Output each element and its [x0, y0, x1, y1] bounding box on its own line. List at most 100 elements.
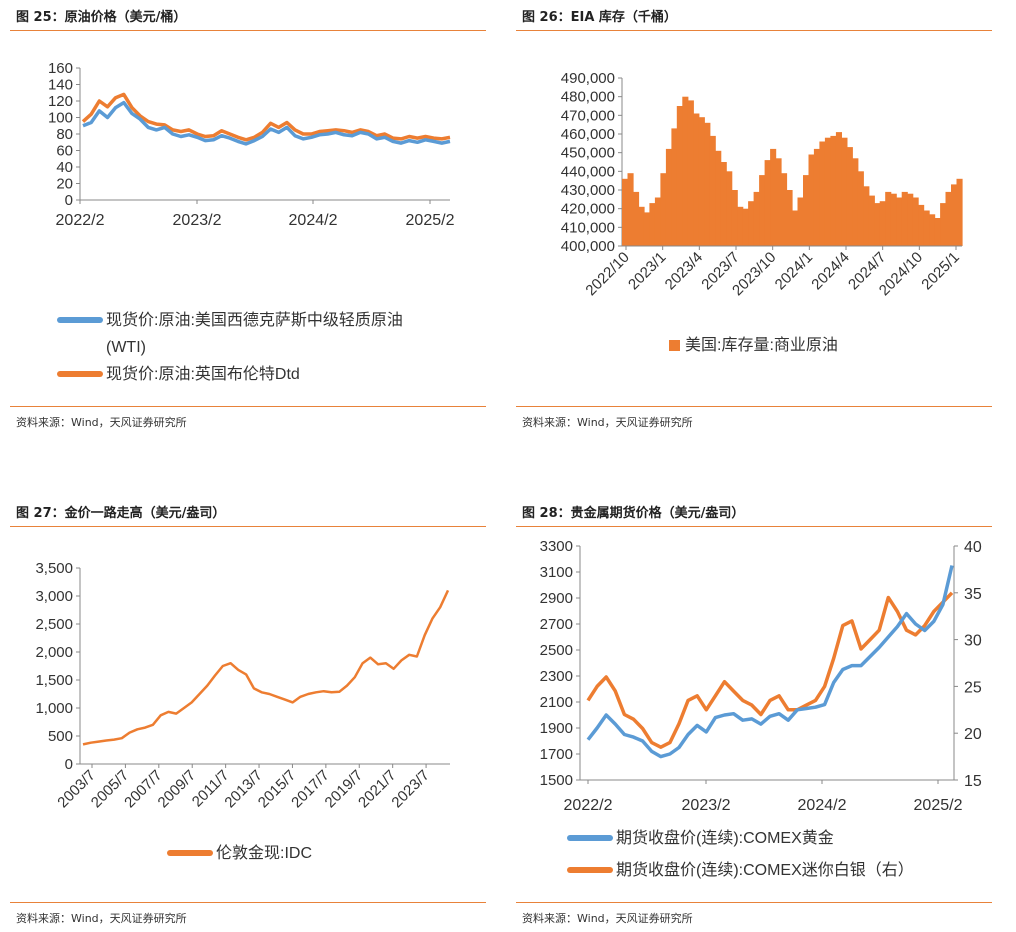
y-left-tick-label: 3300 — [540, 538, 573, 555]
stock-bar — [879, 201, 886, 246]
y-right-tick-label: 30 — [964, 633, 982, 650]
source-rule — [10, 902, 486, 903]
y-left-tick-label: 1700 — [540, 746, 573, 763]
stock-bar — [737, 206, 744, 246]
x-tick-label: 2022/2 — [564, 797, 613, 814]
y-tick-label: 3,000 — [35, 588, 73, 605]
stock-bar — [803, 175, 810, 246]
stock-bar — [890, 193, 897, 246]
y-right-tick-label: 35 — [964, 586, 982, 603]
stock-bar — [775, 158, 782, 246]
chart-title: 图 26：EIA 库存（千桶） — [522, 10, 677, 25]
x-tick-label: 2023/7 — [388, 767, 432, 811]
stock-bar — [709, 135, 716, 246]
x-tick-label: 2025/1 — [918, 249, 962, 293]
stock-bar — [792, 210, 799, 246]
source-note: 资料来源：Wind，天风证券研究所 — [522, 912, 693, 925]
source-note: 资料来源：Wind，天风证券研究所 — [16, 912, 187, 925]
stock-bar — [808, 154, 815, 246]
legend-label: 期货收盘价(连续):COMEX黄金 — [616, 828, 834, 847]
source-rule — [516, 406, 992, 407]
chart-gold-price: 05001,0001,5002,0002,5003,0003,5002003/7… — [35, 560, 450, 862]
x-tick-label: 2024/2 — [798, 797, 847, 814]
legend-label: 期货收盘价(连续):COMEX迷你白银（右） — [616, 860, 914, 879]
x-tick-label: 2023/1 — [625, 249, 669, 293]
y-left-tick-label: 2300 — [540, 668, 573, 685]
y-tick-label: 140 — [48, 77, 73, 94]
title-rule — [516, 526, 992, 527]
stock-bar — [912, 197, 919, 246]
y-tick-label: 40 — [56, 159, 73, 176]
source-rule — [516, 902, 992, 903]
chart-title: 图 28：贵金属期货价格（美元/盎司） — [522, 506, 745, 521]
stock-bar — [622, 178, 629, 246]
x-tick-label: 2025/2 — [914, 797, 963, 814]
series-line — [81, 92, 451, 142]
chart-title: 图 27：金价一路走高（美元/盎司） — [16, 506, 226, 521]
stock-bar — [786, 190, 793, 246]
title-rule — [516, 30, 992, 31]
y-tick-label: 2,500 — [35, 616, 73, 633]
stock-bar — [764, 160, 771, 246]
y-tick-label: 100 — [48, 110, 73, 127]
stock-bar — [868, 195, 875, 246]
x-tick-label: 2024/2 — [289, 212, 338, 229]
stock-bar — [781, 173, 788, 246]
title-rule — [10, 30, 486, 31]
stock-bar — [896, 197, 903, 246]
stock-bar — [698, 117, 705, 246]
stock-bar — [846, 147, 853, 246]
panel-eia-stock: 图 26：EIA 库存（千桶） 400,000 410,000 420,000 430… — [516, 0, 992, 440]
stock-bar — [951, 184, 958, 246]
series-line — [82, 589, 450, 746]
y-tick-label: 60 — [56, 143, 73, 160]
y-tick-label: 470,000 — [561, 107, 615, 124]
stock-bar — [830, 135, 837, 246]
stock-bar — [638, 206, 645, 246]
stock-bar — [934, 218, 941, 246]
source-rule — [10, 406, 486, 407]
y-tick-label: 1,500 — [35, 672, 73, 689]
stock-bar — [956, 178, 963, 246]
legend-label: 现货价:原油:美国西德克萨斯中级轻质原油 — [106, 311, 403, 329]
source-note: 资料来源：Wind，天风证券研究所 — [522, 416, 693, 429]
legend-swatch — [669, 340, 680, 351]
stock-bar — [841, 137, 848, 246]
series-line — [82, 100, 451, 146]
stock-bar — [753, 191, 760, 246]
y-tick-label: 460,000 — [561, 126, 615, 143]
y-left-tick-label: 1900 — [540, 720, 573, 737]
y-tick-label: 450,000 — [561, 145, 615, 162]
stock-bar — [907, 193, 914, 246]
y-right-tick-label: 25 — [964, 679, 982, 696]
stock-bar — [704, 122, 711, 246]
stock-bar — [945, 191, 952, 246]
legend-label: 美国:库存量:商业原油 — [685, 336, 838, 354]
y-right-tick-label: 15 — [964, 773, 982, 790]
panel-precious-metals: 图 28：贵金属期货价格（美元/盎司） 1500 1700 1900 2100 2300… — [516, 496, 992, 932]
series-line-gold — [586, 565, 954, 759]
stock-bar — [665, 148, 672, 246]
stock-bar — [726, 171, 733, 246]
y-tick-label: 120 — [48, 93, 73, 110]
y-tick-label: 490,000 — [561, 70, 615, 87]
y-tick-label: 480,000 — [561, 89, 615, 106]
stock-bar — [874, 203, 881, 246]
chart-precious-metals: 1500 1700 1900 2100 2300 2500 2700 2900 3100 3300… — [540, 538, 982, 879]
y-left-tick-label: 2900 — [540, 590, 573, 607]
y-tick-label: 410,000 — [561, 219, 615, 236]
stock-bar — [676, 106, 683, 246]
stock-bar — [929, 214, 936, 246]
legend-label: (WTI) — [106, 339, 146, 356]
stock-bar — [824, 137, 831, 246]
y-left-tick-label: 1500 — [540, 772, 573, 789]
y-tick-label: 20 — [56, 176, 73, 193]
stock-bar — [923, 210, 930, 246]
y-tick-label: 2,000 — [35, 644, 73, 661]
y-tick-label: 3,500 — [35, 560, 73, 577]
y-left-tick-label: 3100 — [540, 564, 573, 581]
stock-bar — [643, 212, 650, 246]
y-right-tick-label: 20 — [964, 726, 982, 743]
stock-bar — [633, 191, 640, 246]
